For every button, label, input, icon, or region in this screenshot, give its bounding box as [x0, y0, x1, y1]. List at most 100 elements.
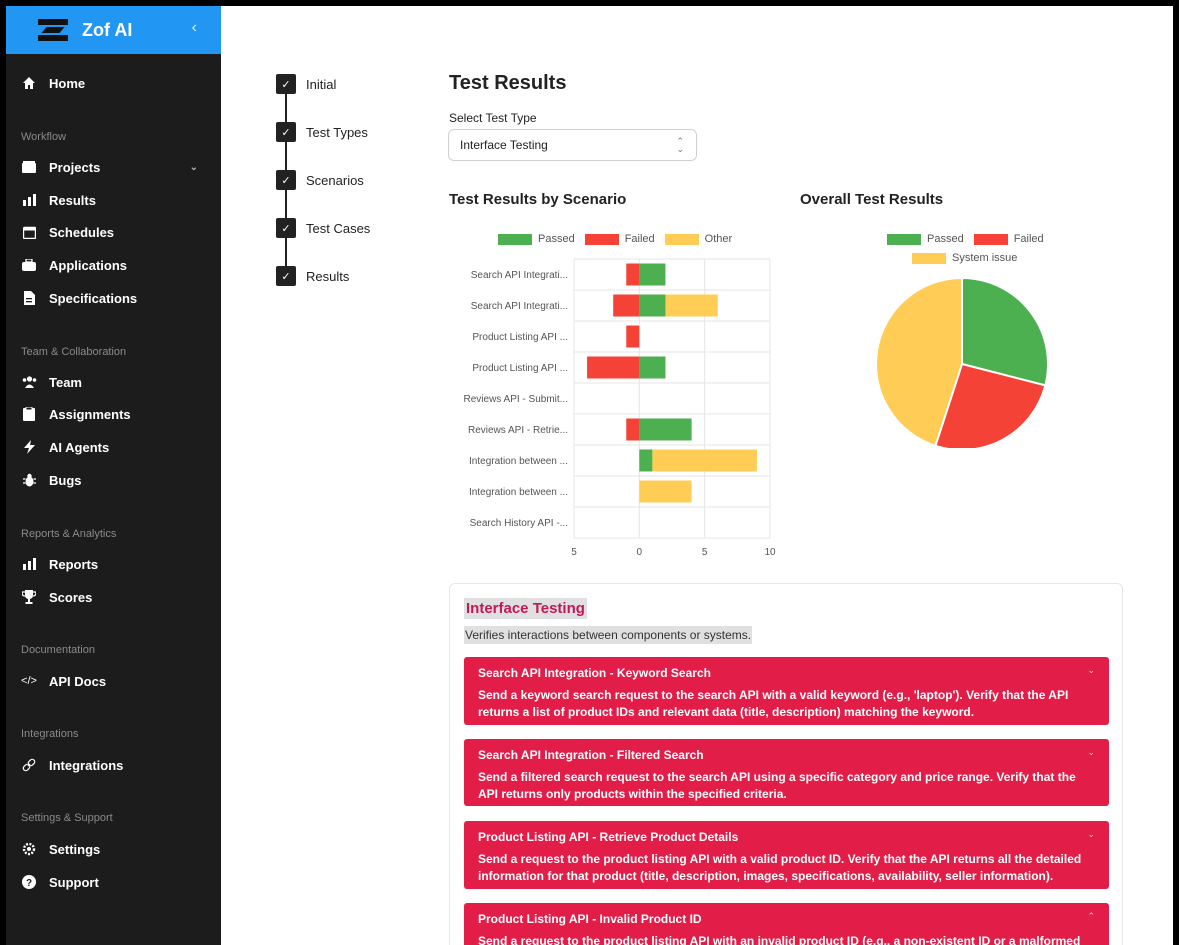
- legend-label: Failed: [624, 233, 655, 245]
- legend-item[interactable]: Failed: [584, 233, 655, 245]
- users-icon: [21, 374, 37, 390]
- step-label: Test Cases: [306, 220, 371, 236]
- category-label: Search API Integrati...: [471, 301, 568, 312]
- bar-chart-legend: Passed Failed Other: [498, 233, 742, 245]
- step-test-types[interactable]: ✓ Test Types: [276, 122, 436, 142]
- legend-item[interactable]: Passed: [498, 233, 575, 245]
- bar-failed[interactable]: [626, 263, 640, 286]
- chevron-down-icon[interactable]: ⌄: [189, 161, 198, 173]
- step-connector: [285, 190, 287, 218]
- chevron-down-icon[interactable]: ⌄: [1087, 829, 1095, 839]
- category-label: Reviews API - Submit...: [464, 394, 568, 405]
- sidebar-item-specifications[interactable]: Specifications: [21, 286, 206, 310]
- sidebar-item-label: Results: [49, 192, 96, 208]
- accordion-description: Send a request to the product listing AP…: [478, 933, 1095, 945]
- legend-swatch: [912, 252, 946, 264]
- category-label: Search API Integrati...: [471, 270, 568, 281]
- legend-swatch: [584, 233, 619, 245]
- bar-chart-icon: [21, 192, 37, 208]
- accordion-title: Product Listing API - Invalid Product ID: [478, 912, 702, 926]
- section-documentation: Documentation: [21, 644, 95, 656]
- accordion-item[interactable]: Search API Integration - Keyword Search …: [464, 657, 1109, 725]
- x-tick-label: 10: [764, 547, 776, 558]
- accordion-description: Send a filtered search request to the se…: [478, 769, 1095, 803]
- bar-chart-icon: [21, 556, 37, 572]
- details-title: Interface Testing: [464, 598, 587, 619]
- sidebar-item-schedules[interactable]: Schedules: [21, 220, 206, 244]
- category-label: Product Listing API ...: [472, 332, 568, 343]
- legend-item[interactable]: Other: [664, 233, 732, 245]
- sidebar-item-support[interactable]: ? Support: [21, 870, 206, 894]
- clipboard-icon: [21, 406, 37, 422]
- bar-passed[interactable]: [639, 449, 653, 472]
- sidebar-item-integrations[interactable]: Integrations: [21, 753, 206, 777]
- bar-passed[interactable]: [639, 294, 666, 317]
- section-workflow: Workflow: [21, 131, 67, 143]
- pie-slice-system-issue[interactable]: [875, 276, 963, 448]
- collapse-sidebar-icon[interactable]: ‹: [191, 19, 197, 36]
- sidebar-item-scores[interactable]: Scores: [21, 585, 206, 609]
- code-icon: </>: [21, 675, 37, 687]
- sidebar-item-home[interactable]: Home: [21, 71, 206, 95]
- chevron-down-icon[interactable]: ⌄: [1087, 665, 1095, 675]
- step-connector: [285, 94, 287, 122]
- bar-other[interactable]: [639, 480, 692, 503]
- pie-slice-passed[interactable]: [961, 276, 1049, 387]
- sidebar-item-label: Integrations: [49, 757, 124, 773]
- bug-icon: [21, 472, 37, 488]
- desc-line: API returns only products within the spe…: [478, 787, 787, 801]
- legend-item[interactable]: Failed: [973, 233, 1044, 245]
- legend-label: Passed: [927, 233, 964, 245]
- bar-failed[interactable]: [626, 418, 640, 441]
- checkbox-checked-icon: ✓: [276, 170, 296, 190]
- bar-passed[interactable]: [639, 263, 666, 286]
- sidebar-item-projects[interactable]: Projects ⌄: [21, 155, 206, 179]
- test-type-select[interactable]: Interface Testing ⌃ ⌄: [448, 129, 697, 161]
- sidebar-item-label: Applications: [49, 257, 128, 273]
- pie-slice-failed[interactable]: [934, 362, 1047, 448]
- accordion-item[interactable]: Product Listing API - Retrieve Product D…: [464, 821, 1109, 889]
- sidebar-item-reports[interactable]: Reports: [21, 552, 206, 576]
- bar-failed[interactable]: [587, 356, 640, 379]
- chevron-down-icon[interactable]: ⌄: [1087, 747, 1095, 757]
- chevron-up-icon[interactable]: ⌃: [1087, 911, 1095, 921]
- section-team: Team & Collaboration: [21, 346, 127, 358]
- bar-other[interactable]: [665, 294, 718, 317]
- link-icon: [21, 757, 37, 773]
- pie-chart-legend-row2: System issue: [912, 252, 1027, 264]
- bar-passed[interactable]: [639, 418, 692, 441]
- sidebar-item-label: Bugs: [49, 472, 82, 488]
- accordion-description: Send a request to the product listing AP…: [478, 851, 1095, 885]
- bar-passed[interactable]: [639, 356, 666, 379]
- sidebar-item-team[interactable]: Team: [21, 370, 206, 394]
- category-label: Integration between ...: [469, 487, 568, 498]
- sidebar-item-api-docs[interactable]: </> API Docs: [21, 669, 206, 693]
- select-value: Interface Testing: [460, 138, 548, 152]
- sidebar-item-bugs[interactable]: Bugs: [21, 468, 206, 492]
- sidebar-item-label: Schedules: [49, 224, 115, 240]
- accordion-description: Send a keyword search request to the sea…: [478, 687, 1095, 721]
- legend-item[interactable]: Passed: [887, 233, 964, 245]
- sidebar-item-applications[interactable]: Applications: [21, 253, 206, 277]
- sidebar-item-settings[interactable]: Settings: [21, 837, 206, 861]
- accordion-item[interactable]: Product Listing API - Invalid Product ID…: [464, 903, 1109, 945]
- sidebar-item-assignments[interactable]: Assignments: [21, 402, 206, 426]
- sidebar-item-label: Projects: [49, 159, 101, 175]
- sidebar-item-results[interactable]: Results: [21, 188, 206, 212]
- category-label: Integration between ...: [469, 456, 568, 467]
- step-initial[interactable]: ✓ Initial: [276, 74, 436, 94]
- sidebar-item-ai-agents[interactable]: AI Agents: [21, 435, 206, 459]
- step-scenarios[interactable]: ✓ Scenarios: [276, 170, 436, 190]
- app-frame: Zof AI ‹ Home Workflow Projects ⌄ Result…: [6, 6, 1173, 945]
- x-tick-label: 0: [637, 547, 643, 558]
- bar-failed[interactable]: [613, 294, 640, 317]
- legend-item[interactable]: System issue: [912, 252, 1017, 264]
- step-results[interactable]: ✓ Results: [276, 266, 436, 286]
- category-label: Product Listing API ...: [472, 363, 568, 374]
- accordion-item[interactable]: Search API Integration - Filtered Search…: [464, 739, 1109, 806]
- bar-failed[interactable]: [626, 325, 640, 348]
- accordion-title: Search API Integration - Keyword Search: [478, 666, 711, 680]
- sidebar-item-label: API Docs: [49, 673, 107, 689]
- bar-other[interactable]: [652, 449, 757, 472]
- step-test-cases[interactable]: ✓ Test Cases: [276, 218, 436, 238]
